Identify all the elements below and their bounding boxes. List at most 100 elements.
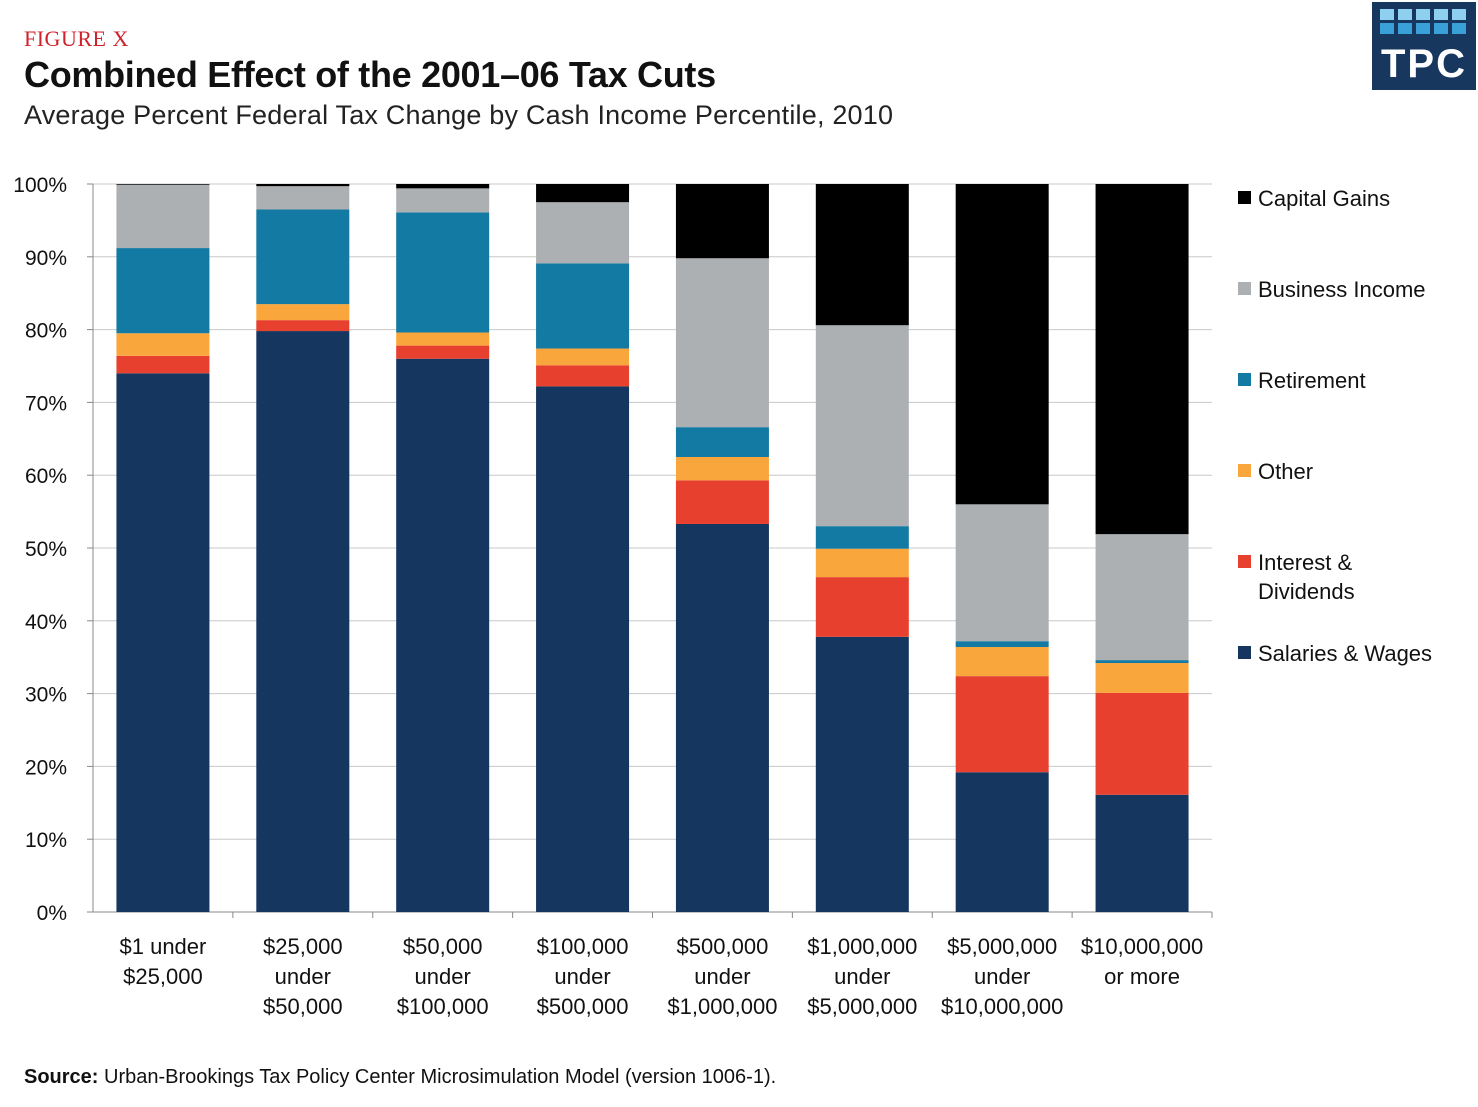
legend-label-line: Business Income bbox=[1258, 277, 1426, 302]
x-tick-label: $500,000 under $1,000,000 bbox=[667, 934, 777, 1019]
bar-segment bbox=[815, 577, 909, 637]
x-tick-label-line: $5,000,000 bbox=[807, 994, 917, 1019]
x-tick-label: $5,000,000 under $10,000,000 bbox=[941, 934, 1063, 1019]
bar-segment bbox=[116, 184, 210, 185]
bar-segment bbox=[536, 202, 630, 264]
bar-segment bbox=[116, 184, 210, 249]
y-tick-label: 0% bbox=[37, 902, 67, 925]
bar-segment bbox=[256, 184, 350, 187]
bar-segment bbox=[116, 355, 210, 374]
legend-label: Interest & Dividends bbox=[1258, 550, 1355, 604]
x-tick-label-line: or more bbox=[1104, 964, 1180, 989]
x-tick-label: $10,000,000 or more bbox=[1081, 934, 1203, 989]
x-tick-label-line: under bbox=[415, 964, 471, 989]
bar-segment bbox=[536, 184, 630, 203]
bar-segment bbox=[675, 457, 769, 481]
tpc-logo-icon: TPC bbox=[1372, 2, 1476, 90]
bar-segment bbox=[396, 345, 490, 359]
bar-segment bbox=[256, 186, 350, 210]
chart-title: Combined Effect of the 2001–06 Tax Cuts bbox=[24, 54, 716, 95]
bar-segment bbox=[955, 647, 1049, 677]
legend-swatch bbox=[1238, 373, 1251, 386]
bar-segment bbox=[256, 304, 350, 321]
bar-segment bbox=[955, 641, 1049, 648]
legend-swatch bbox=[1238, 464, 1251, 477]
x-tick-label-line: $1,000,000 bbox=[667, 994, 777, 1019]
bar-segment bbox=[675, 523, 769, 912]
bar-segment bbox=[396, 212, 490, 333]
x-tick-label-line: under bbox=[834, 964, 890, 989]
x-tick-label-line: under bbox=[694, 964, 750, 989]
x-tick-label-line: $500,000 bbox=[677, 934, 769, 959]
y-tick-label: 90% bbox=[25, 247, 67, 270]
x-tick-label-line: $10,000,000 bbox=[1081, 934, 1203, 959]
x-tick-label-line: $500,000 bbox=[537, 994, 629, 1019]
figure-label: FIGURE X bbox=[24, 26, 129, 51]
bar-segment bbox=[1095, 692, 1189, 795]
legend-label-line: Dividends bbox=[1258, 579, 1355, 604]
legend-swatch bbox=[1238, 646, 1251, 659]
source-note: Source: Urban-Brookings Tax Policy Cente… bbox=[24, 1066, 776, 1089]
bar-segment bbox=[256, 320, 350, 332]
logo-grid bbox=[1380, 9, 1466, 34]
legend-label: Capital Gains bbox=[1258, 186, 1390, 211]
bar-segment bbox=[396, 188, 490, 213]
y-tick-label: 30% bbox=[25, 684, 67, 707]
x-tick-label: $1,000,000 under $5,000,000 bbox=[807, 934, 917, 1019]
legend-label-line: Capital Gains bbox=[1258, 186, 1390, 211]
x-tick-label-line: $1 under bbox=[120, 934, 207, 959]
bar-segment bbox=[116, 333, 210, 356]
bar-segment bbox=[256, 209, 350, 305]
bar-segment bbox=[116, 248, 210, 334]
x-tick-label-line: $100,000 bbox=[537, 934, 629, 959]
x-tick-label-line: $25,000 bbox=[123, 964, 203, 989]
bar-segment bbox=[815, 548, 909, 578]
y-tick-label: 100% bbox=[13, 174, 67, 197]
bar-segment bbox=[536, 365, 630, 387]
bar-segment bbox=[675, 184, 769, 259]
legend-label-line: Other bbox=[1258, 459, 1313, 484]
bar-segment bbox=[955, 504, 1049, 642]
legend-label: Business Income bbox=[1258, 277, 1426, 302]
y-tick-label: 40% bbox=[25, 611, 67, 634]
bar-segment bbox=[675, 427, 769, 457]
x-tick-label: $25,000 under $50,000 bbox=[263, 934, 343, 1019]
bar-segment bbox=[1095, 663, 1189, 693]
legend-swatch bbox=[1238, 555, 1251, 568]
y-tick-label: 70% bbox=[25, 392, 67, 415]
x-tick-label-line: $5,000,000 bbox=[947, 934, 1057, 959]
bar-segment bbox=[675, 258, 769, 428]
bar-segment bbox=[116, 373, 210, 912]
legend-label-line: Retirement bbox=[1258, 368, 1366, 393]
bar-segment bbox=[955, 676, 1049, 773]
bar-segment bbox=[536, 348, 630, 366]
bar-segment bbox=[536, 263, 630, 349]
x-tick-label: $50,000 under $100,000 bbox=[397, 934, 489, 1019]
bar-segment bbox=[396, 332, 490, 346]
bar-segment bbox=[955, 184, 1049, 505]
legend-label-line: Interest & bbox=[1258, 550, 1352, 575]
y-tick-label: 60% bbox=[25, 465, 67, 488]
bar-segment bbox=[815, 184, 909, 326]
bar-segment bbox=[815, 636, 909, 912]
bar-segment bbox=[815, 325, 909, 527]
legend-swatch bbox=[1238, 191, 1251, 204]
chart-subtitle: Average Percent Federal Tax Change by Ca… bbox=[24, 100, 894, 130]
x-tick-label: $100,000 under $500,000 bbox=[537, 934, 629, 1019]
logo-text: TPC bbox=[1381, 42, 1467, 86]
bar-segment bbox=[396, 358, 490, 913]
legend-label-line: Salaries & Wages bbox=[1258, 641, 1432, 666]
bar-segment bbox=[396, 184, 490, 189]
stacked-bar-chart: 0% 10% 20% 30% 40% 50% 60% 70% 80% 90% 100% $1 unde… bbox=[13, 174, 1432, 1019]
source-label: Source: bbox=[24, 1066, 99, 1088]
x-tick-label-line: under bbox=[275, 964, 331, 989]
legend-swatch bbox=[1238, 282, 1251, 295]
x-tick-label-line: $50,000 bbox=[403, 934, 483, 959]
x-tick-label-line: $1,000,000 bbox=[807, 934, 917, 959]
legend-label: Retirement bbox=[1258, 368, 1366, 393]
source-text: Urban-Brookings Tax Policy Center Micros… bbox=[98, 1066, 777, 1088]
x-tick-label-line: $50,000 bbox=[263, 994, 343, 1019]
x-tick-label-line: $25,000 bbox=[263, 934, 343, 959]
bar-segment bbox=[955, 772, 1049, 912]
legend-label: Salaries & Wages bbox=[1258, 641, 1432, 666]
